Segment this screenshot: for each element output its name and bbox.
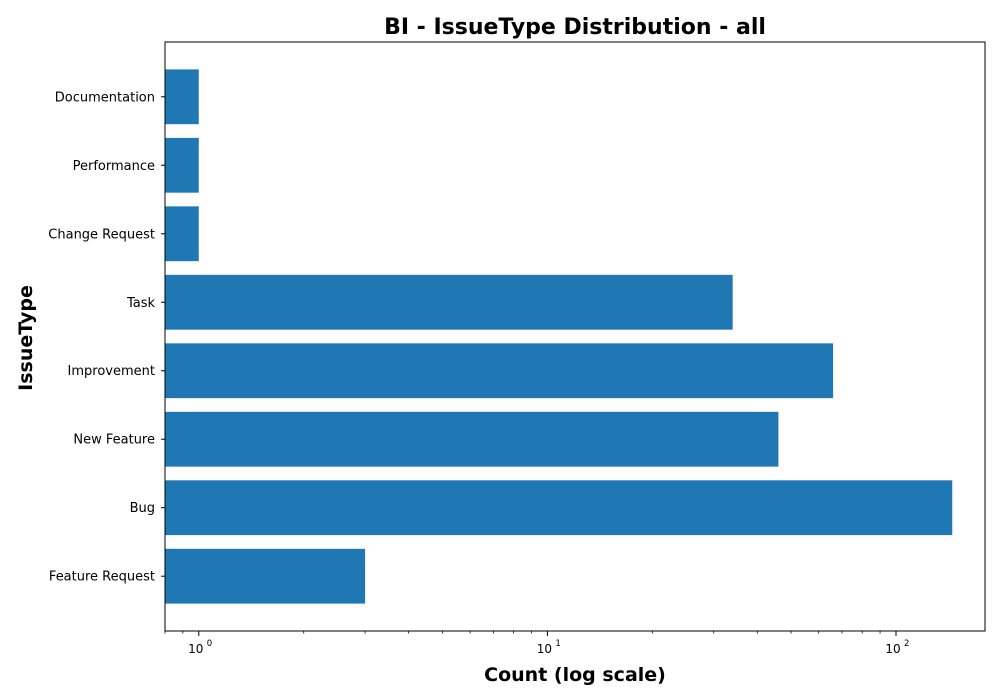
y-tick-label: Bug: [130, 501, 155, 516]
x-axis-label: Count (log scale): [484, 664, 666, 686]
y-tick-label: Performance: [73, 159, 155, 174]
y-axis-ticks: Feature Request Bug New Feature Improvement…: [48, 90, 165, 585]
y-tick-label: Improvement: [68, 364, 155, 379]
y-tick-label: Documentation: [55, 90, 155, 105]
x-tick-label: 10: [188, 642, 203, 656]
y-tick-label: Change Request: [48, 227, 155, 242]
plot-frame: [164, 41, 986, 632]
y-tick-label: New Feature: [73, 433, 155, 448]
bars-group: [165, 69, 953, 604]
x-axis-ticks: 10 0 10 1 10 2: [164, 631, 909, 656]
x-tick-label: 10: [885, 642, 900, 656]
x-tick-exponent: 0: [207, 639, 212, 649]
y-axis-label: IssueType: [15, 285, 37, 391]
bar-task: [165, 274, 733, 330]
bar-performance: [165, 137, 199, 193]
x-tick-exponent: 2: [904, 639, 909, 649]
bar-feature-request: [165, 548, 366, 604]
y-tick-label: Feature Request: [49, 570, 155, 585]
bar-change-request: [165, 206, 199, 262]
chart-title: BI - IssueType Distribution - all: [384, 15, 766, 40]
bar-improvement: [165, 343, 834, 399]
bar-documentation: [165, 69, 199, 125]
bar-new-feature: [165, 411, 779, 467]
x-tick-exponent: 1: [555, 639, 560, 649]
x-tick-label: 10: [537, 642, 552, 656]
y-tick-label: Task: [126, 296, 156, 311]
bar-bug: [165, 480, 953, 536]
